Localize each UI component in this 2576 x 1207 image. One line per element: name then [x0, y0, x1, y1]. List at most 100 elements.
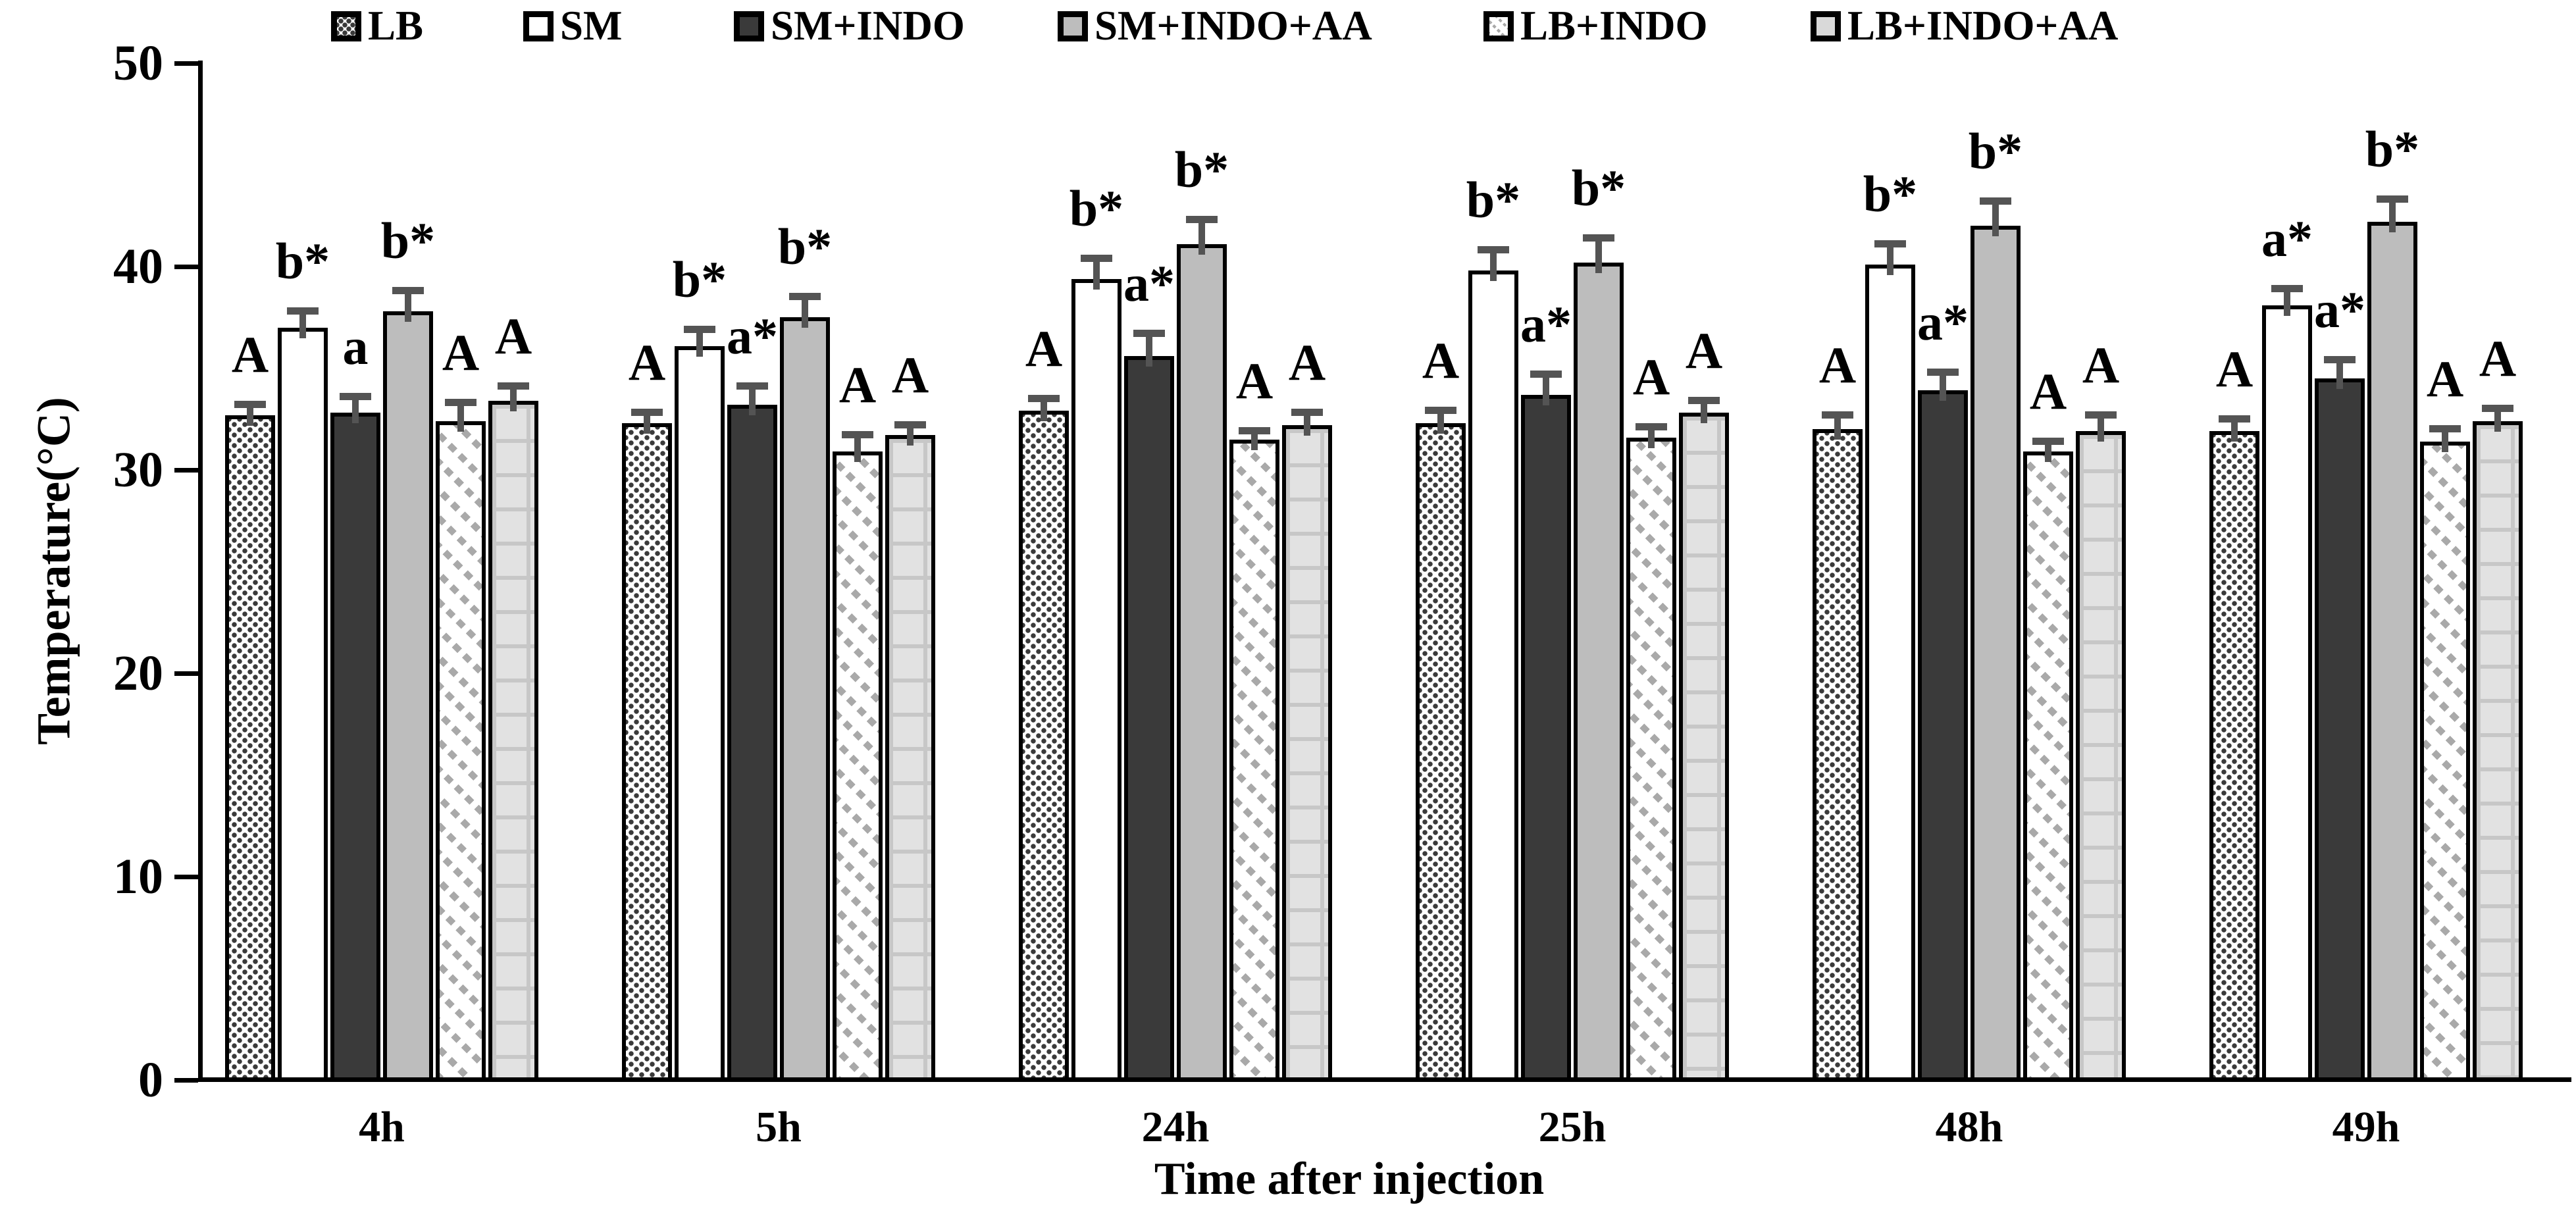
- error-bar-stem: [2442, 429, 2448, 452]
- error-bar-cap: [1583, 234, 1614, 242]
- bar-sm-indo-49h: [2315, 378, 2365, 1082]
- y-axis-title: Temperature(°C): [27, 397, 80, 745]
- significance-label: a*: [727, 307, 778, 365]
- x-axis-title: Time after injection: [1154, 1154, 1545, 1204]
- bar-sm-5h: [675, 346, 725, 1082]
- bar-lb-indo-aa-49h: [2473, 421, 2523, 1082]
- legend-label: LB+INDO+AA: [1847, 3, 2119, 49]
- error-bar-cap: [340, 392, 371, 400]
- error-bar-cap: [1530, 370, 1562, 378]
- significance-label: A: [1632, 348, 1670, 406]
- significance-label: a*: [1123, 254, 1175, 312]
- significance-label: b*: [275, 232, 330, 290]
- error-bar-cap: [392, 287, 424, 295]
- error-bar-stem: [2494, 409, 2501, 432]
- error-bar-stem: [1490, 250, 1497, 282]
- bar-sm-indo-aa-25h: [1574, 262, 1624, 1082]
- bar-lb-49h: [2209, 431, 2259, 1082]
- error-bar-stem: [644, 413, 650, 434]
- y-tick-mark: [174, 875, 198, 879]
- y-tick-mark: [174, 265, 198, 269]
- error-bar-cap: [1636, 423, 1667, 431]
- bar-sm-indo-aa-24h: [1177, 244, 1227, 1082]
- error-bar-stem: [2284, 288, 2290, 316]
- significance-label: a*: [1917, 293, 1969, 351]
- legend-label: SM+INDO+AA: [1095, 3, 1372, 49]
- significance-label: A: [1235, 352, 1274, 410]
- significance-label: b*: [672, 250, 727, 308]
- y-tick-mark: [174, 468, 198, 473]
- error-bar-cap: [631, 409, 663, 417]
- error-bar-cap: [894, 421, 926, 429]
- significance-label: A: [1422, 332, 1460, 390]
- bar-lb-5h: [622, 423, 672, 1082]
- y-tick-mark: [174, 671, 198, 676]
- error-bar-stem: [749, 386, 756, 416]
- error-bar-stem: [1437, 411, 1444, 434]
- legend-swatch-icon: [331, 11, 361, 41]
- significance-label: A: [231, 326, 269, 384]
- legend-swatch-icon: [734, 11, 764, 41]
- significance-label: A: [1288, 334, 1326, 392]
- significance-label: A: [1685, 321, 1723, 379]
- error-bar-cap: [2324, 356, 2356, 364]
- y-tick-label: 50: [113, 36, 163, 91]
- significance-label: A: [2082, 336, 2120, 394]
- error-bar-stem: [352, 396, 359, 424]
- error-bar-stem: [802, 297, 808, 328]
- significance-label: b*: [1069, 179, 1124, 237]
- y-tick-mark: [174, 1078, 198, 1083]
- x-category-label: 24h: [1141, 1103, 1210, 1151]
- bar-sm-48h: [1865, 264, 1915, 1082]
- significance-label: a*: [2261, 209, 2313, 267]
- significance-label: b*: [1571, 159, 1626, 217]
- error-bar-cap: [2377, 195, 2408, 203]
- significance-label: b*: [2365, 120, 2420, 178]
- error-bar-cap: [789, 293, 821, 301]
- error-bar-stem: [907, 425, 914, 446]
- error-bar-stem: [1146, 333, 1152, 367]
- bar-sm-4h: [278, 327, 328, 1082]
- significance-label: b*: [1174, 140, 1229, 198]
- bar-sm-49h: [2262, 305, 2312, 1082]
- bar-lb-indo-aa-5h: [885, 435, 935, 1082]
- significance-label: A: [1818, 336, 1857, 394]
- error-bar-stem: [1093, 258, 1100, 290]
- legend-item-sm: SM: [523, 5, 623, 47]
- significance-label: b*: [777, 218, 833, 276]
- bar-sm-indo-25h: [1521, 394, 1571, 1082]
- error-bar-cap: [842, 431, 873, 439]
- error-bar-stem: [405, 291, 411, 322]
- error-bar-cap: [1927, 368, 1959, 376]
- bar-lb-indo-24h: [1229, 439, 1279, 1082]
- error-bar-stem: [1834, 415, 1841, 440]
- error-bar-stem: [1595, 238, 1602, 273]
- error-bar-stem: [2098, 415, 2104, 442]
- error-bar-stem: [457, 403, 464, 432]
- significance-label: A: [2215, 340, 2254, 398]
- significance-label: a: [342, 317, 369, 375]
- error-bar-stem: [1940, 372, 1946, 401]
- x-category-label: 4h: [359, 1103, 405, 1151]
- bar-lb-indo-aa-4h: [488, 400, 538, 1082]
- y-tick-mark: [174, 61, 198, 66]
- legend-item-lb: LB: [331, 5, 423, 47]
- error-bar-stem: [1543, 374, 1549, 405]
- legend-item-lb-indo-aa: LB+INDO+AA: [1811, 5, 2118, 47]
- bar-sm-indo-5h: [727, 405, 777, 1082]
- bar-sm-25h: [1468, 270, 1518, 1082]
- bar-sm-indo-aa-48h: [1971, 226, 2021, 1082]
- error-bar-cap: [1291, 409, 1323, 417]
- bar-lb-indo-aa-24h: [1282, 425, 1332, 1082]
- error-bar-cap: [1980, 197, 2011, 205]
- bar-lb-indo-49h: [2420, 441, 2470, 1082]
- error-bar-cap: [1028, 394, 1060, 402]
- error-bar-stem: [1041, 398, 1047, 422]
- significance-label: A: [2426, 350, 2464, 408]
- error-bar-cap: [234, 401, 266, 409]
- error-bar-stem: [1648, 427, 1655, 448]
- significance-label: A: [891, 346, 929, 404]
- error-bar-stem: [1198, 219, 1205, 255]
- bar-sm-indo-aa-4h: [383, 311, 433, 1082]
- error-bar-cap: [287, 307, 319, 315]
